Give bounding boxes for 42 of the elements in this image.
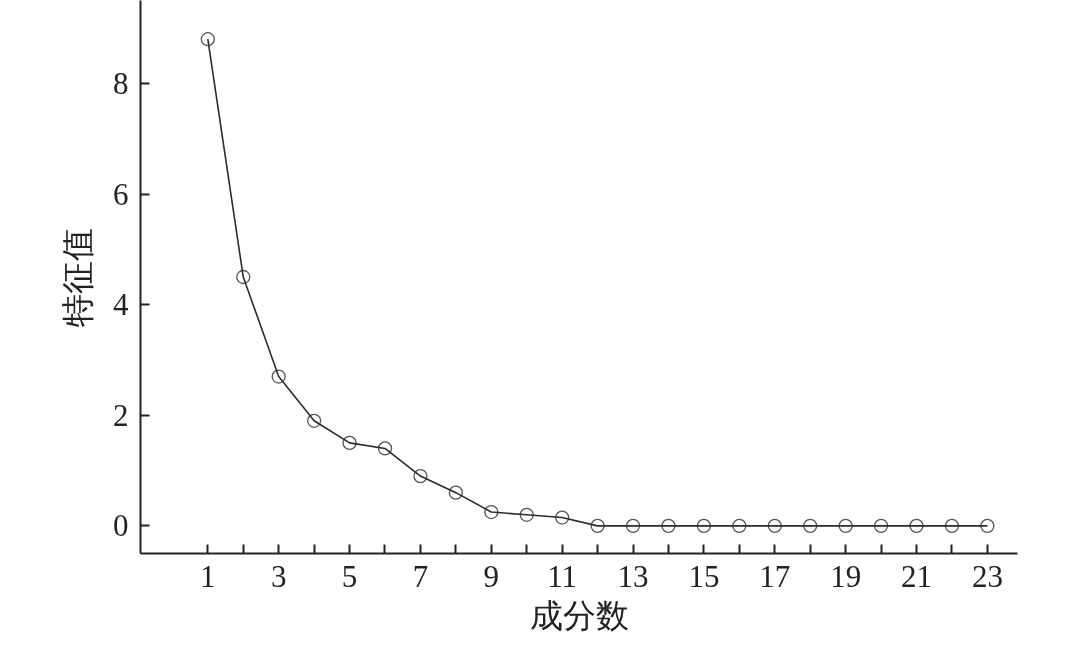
point <box>448 485 464 500</box>
point <box>236 269 251 285</box>
y-tick-label: 2 <box>113 397 129 433</box>
point <box>803 518 818 533</box>
x-tick-label: 5 <box>341 558 358 594</box>
point <box>625 518 641 533</box>
x-tick-label: 19 <box>830 558 862 594</box>
point <box>590 518 605 533</box>
point <box>873 518 889 533</box>
y-tick-label: 6 <box>113 176 129 212</box>
point <box>200 32 215 47</box>
x-tick-label: 15 <box>688 558 720 594</box>
point <box>661 518 676 533</box>
x-tick-label: 7 <box>412 558 429 594</box>
y-tick-label: 8 <box>113 65 129 101</box>
y-tick-label: 4 <box>113 287 129 323</box>
x-tick-label: 13 <box>617 558 649 594</box>
y-tick-label: 0 <box>113 508 129 544</box>
point <box>271 369 286 384</box>
point <box>377 441 393 456</box>
point <box>980 518 995 533</box>
point <box>342 435 357 451</box>
x-tick-label: 17 <box>759 558 791 594</box>
x-tick-label: 1 <box>200 558 216 594</box>
point <box>767 518 782 533</box>
point <box>519 507 534 522</box>
x-tick-label: 21 <box>901 558 933 594</box>
point <box>838 518 853 533</box>
x-axis-title: 成分数 <box>529 597 629 634</box>
x-tick-label: 3 <box>270 558 287 594</box>
x-tick-label: 11 <box>547 558 578 594</box>
point <box>944 518 960 533</box>
point <box>484 504 499 520</box>
y-axis-title: 特征值 <box>60 227 96 327</box>
point <box>555 510 570 525</box>
point <box>413 468 428 484</box>
point <box>696 518 712 533</box>
x-tick-label: 9 <box>483 558 500 594</box>
x-tick-label: 23 <box>971 558 1003 594</box>
point <box>909 518 924 533</box>
point <box>732 518 747 533</box>
point <box>306 413 322 428</box>
